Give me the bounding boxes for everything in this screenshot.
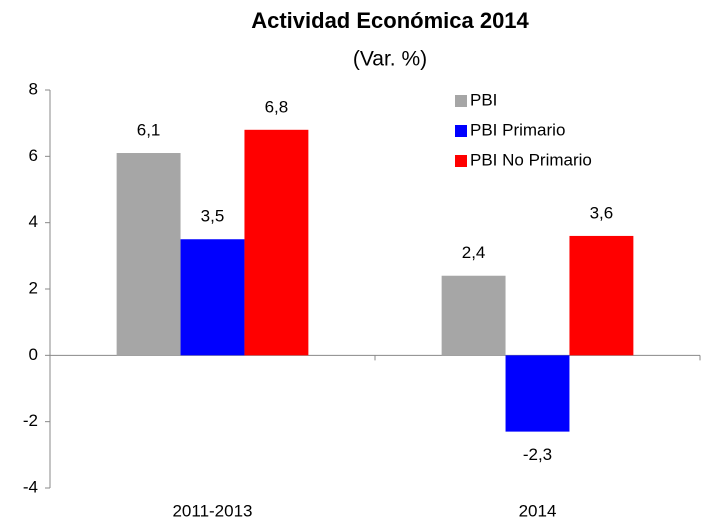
y-tick-label: 0	[29, 345, 38, 364]
y-tick-label: -2	[23, 411, 38, 430]
x-tick-label: 2014	[519, 501, 557, 520]
chart-title: Actividad Económica 2014	[251, 8, 529, 33]
legend-label: PBI Primario	[470, 120, 565, 139]
data-label: 2,4	[462, 243, 486, 262]
y-tick-label: 2	[29, 278, 38, 297]
bar	[569, 235, 634, 356]
y-tick-label: 4	[29, 212, 38, 231]
y-tick-label: 8	[29, 79, 38, 98]
legend-label: PBI No Primario	[470, 150, 592, 169]
y-tick-label: -4	[23, 477, 38, 496]
bar	[505, 355, 570, 432]
legend-swatch	[455, 125, 467, 137]
legend-swatch	[455, 155, 467, 167]
bar	[180, 239, 245, 356]
bar	[441, 275, 506, 356]
data-label: 3,6	[590, 203, 614, 222]
legend-label: PBI	[470, 90, 497, 109]
data-label: 6,8	[265, 97, 289, 116]
data-label: 3,5	[201, 207, 225, 226]
legend-swatch	[455, 95, 467, 107]
x-tick-label: 2011-2013	[172, 501, 252, 520]
bar	[116, 153, 181, 356]
chart-subtitle: (Var. %)	[353, 48, 427, 71]
bar	[244, 129, 309, 356]
data-label: 6,1	[137, 121, 161, 140]
data-label: -2,3	[523, 445, 552, 464]
y-tick-label: 6	[29, 146, 38, 165]
